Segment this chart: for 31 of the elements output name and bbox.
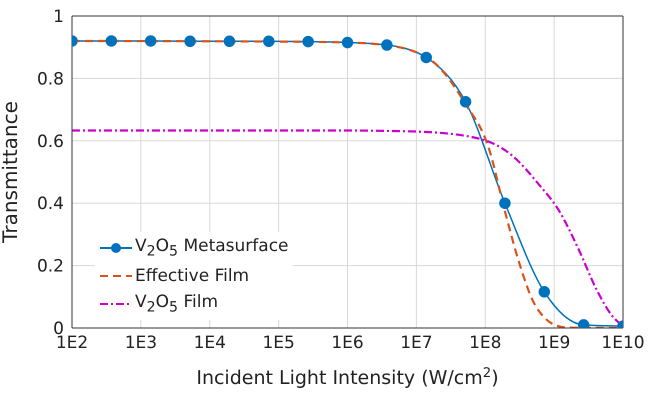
x-tick-label: 1E8	[469, 333, 502, 354]
point	[106, 35, 118, 47]
y-tick-label: 0.6	[36, 132, 64, 152]
legend-label: V$_{2}$O$_{5}$ Metasurface	[135, 236, 289, 260]
point	[263, 36, 275, 48]
point	[460, 96, 472, 108]
point	[144, 35, 156, 47]
y-tick-label: 0.4	[36, 194, 64, 214]
point	[420, 52, 432, 64]
x-tick-label: 1E10	[601, 333, 645, 354]
y-axis-title: Transmittance	[0, 101, 22, 244]
x-tick-label: 1E4	[194, 333, 226, 354]
point	[538, 286, 550, 298]
x-axis-title: Incident Light Intensity (W/cm$^{2}$)	[196, 366, 499, 389]
y-tick-label: 0.2	[36, 256, 64, 277]
point	[224, 36, 236, 48]
x-tick-label: 1E3	[124, 333, 158, 354]
point	[302, 36, 314, 48]
point	[578, 319, 590, 328]
x-tick-label: 1E5	[262, 333, 295, 354]
legend-label: V$_{2}$O$_{5}$ Film	[135, 292, 218, 316]
x-tick-label: 1E9	[538, 333, 570, 354]
point	[499, 197, 511, 209]
point	[342, 36, 354, 48]
y-tick-label: 1	[53, 7, 64, 28]
x-tick-label: 1E7	[400, 333, 433, 354]
point	[381, 39, 393, 51]
x-tick-label: 1E6	[331, 333, 364, 354]
legend-label: Effective Film	[135, 266, 250, 286]
point	[184, 36, 196, 48]
y-tick-label: 0.8	[36, 69, 64, 90]
